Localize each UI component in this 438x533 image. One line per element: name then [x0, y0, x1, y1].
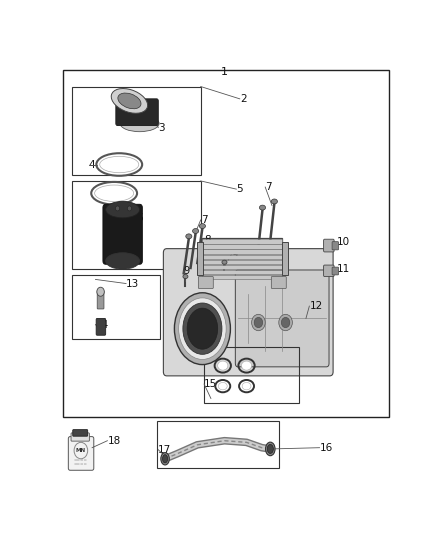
Text: 7: 7	[201, 215, 207, 225]
Bar	[72, 86, 201, 175]
Ellipse shape	[183, 274, 188, 279]
Text: 1: 1	[221, 67, 228, 77]
FancyBboxPatch shape	[96, 318, 106, 335]
Ellipse shape	[254, 317, 263, 328]
Ellipse shape	[218, 361, 228, 370]
FancyBboxPatch shape	[324, 265, 334, 277]
Ellipse shape	[267, 445, 273, 454]
Ellipse shape	[242, 383, 251, 390]
Bar	[202, 244, 282, 248]
Text: 16: 16	[320, 443, 333, 453]
Text: 15: 15	[204, 379, 217, 389]
Ellipse shape	[187, 308, 218, 349]
Ellipse shape	[161, 453, 170, 465]
Ellipse shape	[186, 234, 192, 239]
Ellipse shape	[106, 201, 140, 218]
Ellipse shape	[271, 199, 277, 204]
Ellipse shape	[95, 185, 134, 201]
Text: ====: ====	[74, 462, 88, 466]
Bar	[202, 239, 282, 244]
Ellipse shape	[97, 287, 104, 296]
Ellipse shape	[174, 293, 230, 365]
FancyBboxPatch shape	[97, 291, 104, 309]
Text: 9: 9	[231, 250, 237, 260]
Ellipse shape	[116, 206, 120, 211]
Ellipse shape	[279, 314, 293, 330]
Bar	[156, 421, 279, 468]
Ellipse shape	[259, 205, 265, 210]
Ellipse shape	[100, 156, 139, 173]
Bar	[202, 260, 282, 264]
Bar	[202, 270, 282, 274]
Ellipse shape	[127, 206, 131, 211]
Ellipse shape	[281, 317, 290, 328]
Bar	[202, 275, 282, 279]
Bar	[282, 243, 288, 276]
Text: 2: 2	[240, 94, 247, 104]
Bar	[63, 70, 389, 417]
FancyBboxPatch shape	[163, 248, 333, 376]
FancyBboxPatch shape	[324, 239, 334, 252]
Ellipse shape	[179, 298, 226, 359]
FancyBboxPatch shape	[68, 437, 94, 470]
FancyBboxPatch shape	[332, 267, 339, 275]
Text: 10: 10	[336, 238, 350, 247]
Ellipse shape	[120, 115, 159, 132]
FancyBboxPatch shape	[71, 433, 89, 441]
FancyBboxPatch shape	[198, 277, 213, 288]
Ellipse shape	[106, 253, 140, 269]
Text: 17: 17	[158, 445, 172, 455]
Text: 12: 12	[309, 301, 323, 311]
Ellipse shape	[199, 224, 205, 229]
Text: 6: 6	[136, 213, 143, 223]
Text: 14: 14	[95, 320, 109, 329]
FancyBboxPatch shape	[116, 99, 158, 126]
FancyBboxPatch shape	[235, 270, 329, 367]
Ellipse shape	[251, 314, 265, 330]
Text: 3: 3	[158, 123, 165, 133]
Ellipse shape	[162, 455, 168, 463]
Text: 11: 11	[336, 264, 350, 274]
Ellipse shape	[118, 93, 141, 109]
Text: 13: 13	[126, 279, 139, 288]
Text: 8: 8	[204, 236, 211, 245]
Text: 4: 4	[88, 159, 95, 169]
Ellipse shape	[222, 260, 227, 264]
Text: ====: ====	[74, 458, 88, 462]
Text: 5: 5	[237, 184, 243, 194]
Text: MN: MN	[76, 448, 86, 453]
Ellipse shape	[241, 361, 251, 370]
Text: 9: 9	[184, 266, 190, 276]
Ellipse shape	[193, 229, 199, 233]
FancyBboxPatch shape	[73, 430, 88, 436]
FancyBboxPatch shape	[332, 241, 339, 250]
Ellipse shape	[183, 303, 222, 354]
FancyBboxPatch shape	[103, 204, 142, 264]
Bar	[202, 238, 282, 279]
Text: 7: 7	[265, 182, 272, 192]
FancyBboxPatch shape	[271, 277, 286, 288]
Ellipse shape	[265, 442, 275, 456]
Bar	[197, 243, 203, 276]
Bar	[202, 255, 282, 259]
Bar	[72, 181, 201, 269]
Text: 18: 18	[107, 435, 120, 446]
Bar	[202, 265, 282, 269]
Bar	[204, 347, 299, 402]
Bar	[72, 276, 160, 339]
Bar	[202, 249, 282, 254]
Ellipse shape	[219, 383, 227, 390]
Ellipse shape	[111, 88, 148, 114]
